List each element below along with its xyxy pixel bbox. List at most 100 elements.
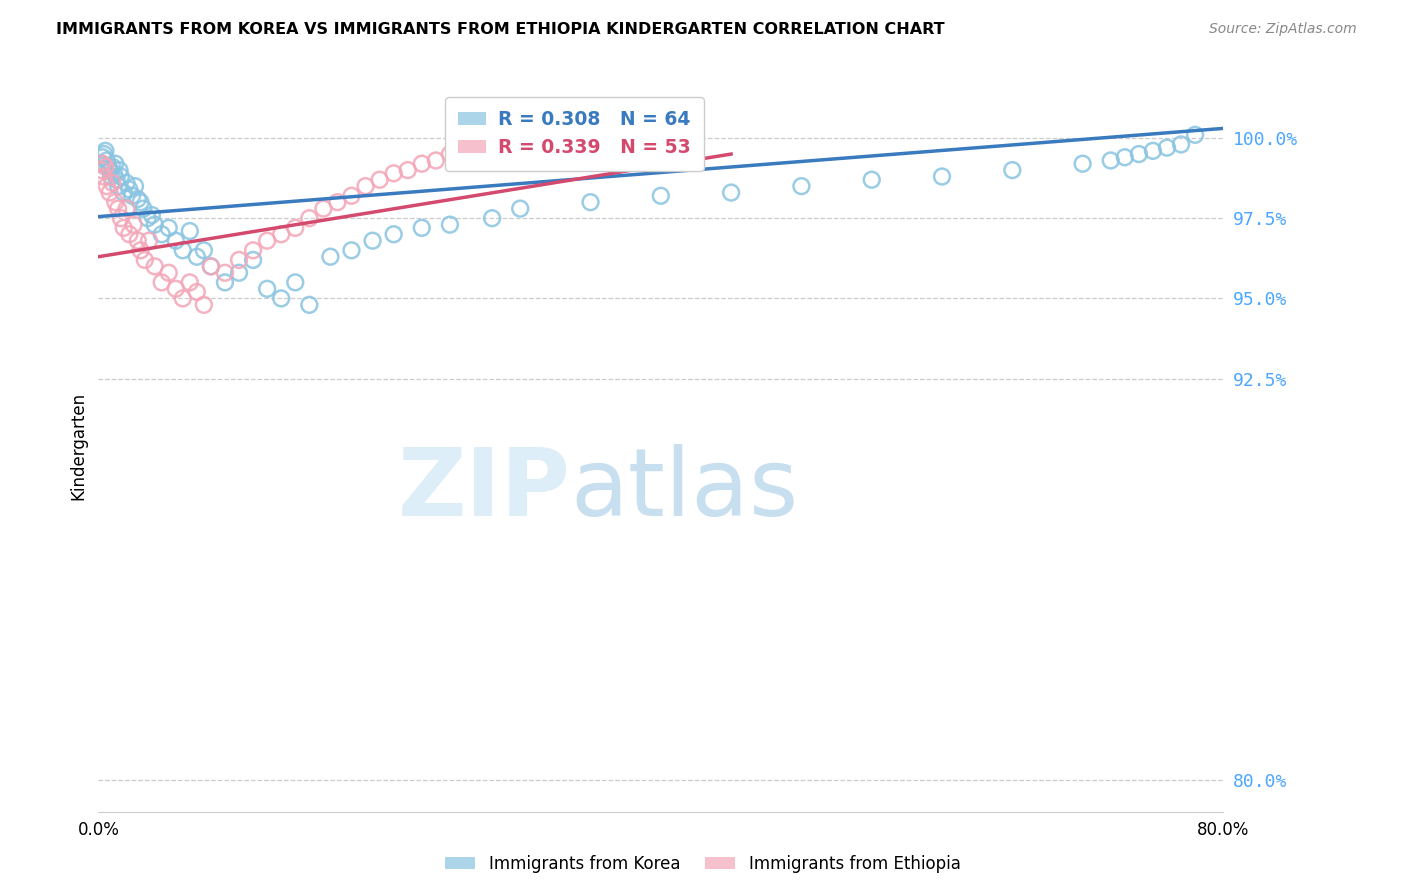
Point xyxy=(1071,157,1094,171)
Y-axis label: Kindergarten: Kindergarten xyxy=(69,392,87,500)
Point xyxy=(439,218,461,232)
Point xyxy=(509,131,531,145)
Point xyxy=(172,292,194,306)
Point xyxy=(136,211,159,226)
Point xyxy=(193,298,215,312)
Point xyxy=(101,176,124,190)
Text: atlas: atlas xyxy=(571,444,799,536)
Point xyxy=(132,202,155,216)
Point xyxy=(579,195,602,210)
Point xyxy=(118,182,141,196)
Point xyxy=(382,166,405,180)
Point xyxy=(165,282,187,296)
Point xyxy=(118,227,141,242)
Point xyxy=(284,220,307,235)
Point xyxy=(790,179,813,194)
Point xyxy=(1170,137,1192,152)
Point xyxy=(115,202,138,216)
Point xyxy=(107,179,129,194)
Point xyxy=(312,202,335,216)
Point xyxy=(108,163,131,178)
Point xyxy=(1184,128,1206,142)
Point xyxy=(481,211,503,226)
Point xyxy=(551,121,574,136)
Point xyxy=(127,234,149,248)
Point xyxy=(143,218,166,232)
Point xyxy=(150,227,173,242)
Point xyxy=(256,234,278,248)
Point xyxy=(179,224,201,238)
Point xyxy=(270,292,292,306)
Point xyxy=(104,157,127,171)
Point xyxy=(121,188,143,202)
Point xyxy=(93,169,115,184)
Point xyxy=(1142,144,1164,158)
Point xyxy=(481,137,503,152)
Point xyxy=(122,218,145,232)
Point xyxy=(256,282,278,296)
Point xyxy=(214,266,236,280)
Point xyxy=(105,172,128,186)
Point xyxy=(115,176,138,190)
Point xyxy=(270,227,292,242)
Point xyxy=(165,234,187,248)
Point xyxy=(91,150,114,164)
Point xyxy=(1114,150,1136,164)
Point xyxy=(96,153,118,168)
Point xyxy=(186,285,208,299)
Point xyxy=(411,220,433,235)
Point xyxy=(134,252,156,267)
Point xyxy=(228,266,250,280)
Point xyxy=(90,157,112,171)
Point xyxy=(157,220,180,235)
Point xyxy=(565,118,588,132)
Point xyxy=(110,169,132,184)
Point xyxy=(467,141,489,155)
Point xyxy=(138,234,160,248)
Point xyxy=(90,163,112,178)
Point xyxy=(100,169,122,184)
Point xyxy=(91,157,114,171)
Point xyxy=(453,144,475,158)
Point xyxy=(94,160,117,174)
Point xyxy=(98,186,121,200)
Point xyxy=(368,172,391,186)
Point xyxy=(193,244,215,258)
Point xyxy=(537,125,560,139)
Point xyxy=(495,134,517,148)
Point xyxy=(242,244,264,258)
Point xyxy=(931,169,953,184)
Point xyxy=(650,188,672,202)
Point xyxy=(200,260,222,274)
Point xyxy=(93,147,115,161)
Point xyxy=(509,202,531,216)
Point xyxy=(228,252,250,267)
Legend: R = 0.308   N = 64, R = 0.339   N = 53: R = 0.308 N = 64, R = 0.339 N = 53 xyxy=(446,97,703,170)
Point xyxy=(98,163,121,178)
Point xyxy=(720,186,742,200)
Point xyxy=(97,160,120,174)
Point xyxy=(200,260,222,274)
Point xyxy=(1001,163,1024,178)
Point xyxy=(1099,153,1122,168)
Point xyxy=(124,179,146,194)
Point xyxy=(157,266,180,280)
Point xyxy=(242,252,264,267)
Point xyxy=(298,211,321,226)
Point xyxy=(439,147,461,161)
Point xyxy=(112,186,135,200)
Point xyxy=(172,244,194,258)
Point xyxy=(396,163,419,178)
Point xyxy=(104,195,127,210)
Point xyxy=(112,220,135,235)
Point xyxy=(143,260,166,274)
Point xyxy=(96,179,118,194)
Point xyxy=(141,208,163,222)
Point xyxy=(101,160,124,174)
Point xyxy=(107,202,129,216)
Point xyxy=(340,244,363,258)
Point xyxy=(186,250,208,264)
Point xyxy=(179,276,201,290)
Point xyxy=(382,227,405,242)
Point xyxy=(94,144,117,158)
